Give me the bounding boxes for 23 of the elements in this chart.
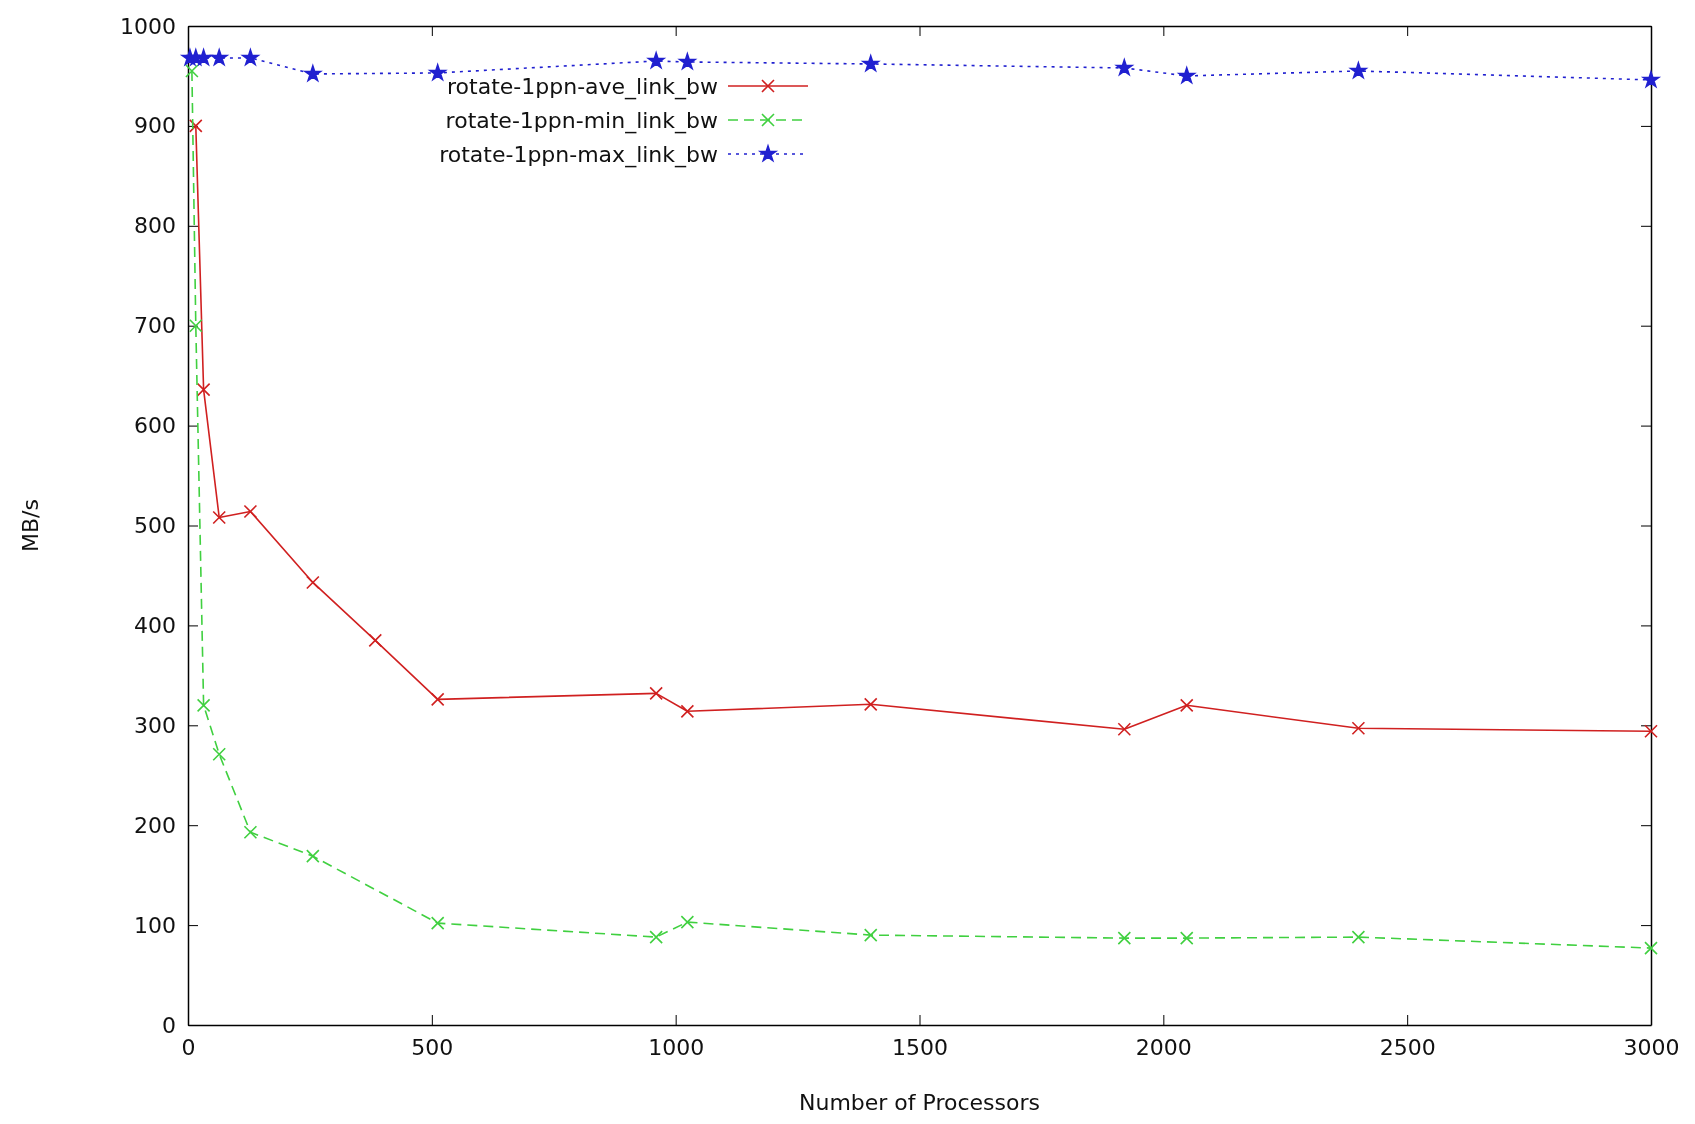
- y-tick-label: 200: [134, 812, 176, 838]
- x-axis-title: Number of Processors: [799, 1090, 1040, 1115]
- legend-label: rotate-1ppn-min_link_bw: [445, 107, 719, 134]
- legend-label: rotate-1ppn-max_link_bw: [439, 141, 718, 168]
- y-tick-label: 500: [134, 513, 176, 539]
- y-tick-label: 900: [134, 113, 176, 139]
- x-tick-label: 1500: [892, 1034, 948, 1060]
- x-tick-label: 1000: [648, 1034, 705, 1060]
- y-tick-label: 400: [134, 612, 176, 638]
- y-tick-label: 600: [134, 413, 176, 439]
- y-tick-label: 100: [134, 912, 176, 938]
- y-tick-label: 800: [134, 213, 176, 239]
- x-tick-label: 2500: [1379, 1034, 1436, 1060]
- y-tick-label: 0: [162, 1012, 176, 1038]
- y-axis-title: MB/s: [18, 499, 43, 552]
- legend-label: rotate-1ppn-ave_link_bw: [447, 73, 718, 100]
- y-tick-label: 1000: [120, 13, 176, 39]
- x-tick-label: 500: [411, 1034, 454, 1060]
- x-tick-label: 0: [181, 1034, 196, 1060]
- x-tick-label: 3000: [1623, 1034, 1680, 1060]
- x-tick-label: 2000: [1135, 1034, 1192, 1060]
- y-tick-label: 300: [134, 712, 176, 738]
- y-tick-label: 700: [134, 313, 176, 339]
